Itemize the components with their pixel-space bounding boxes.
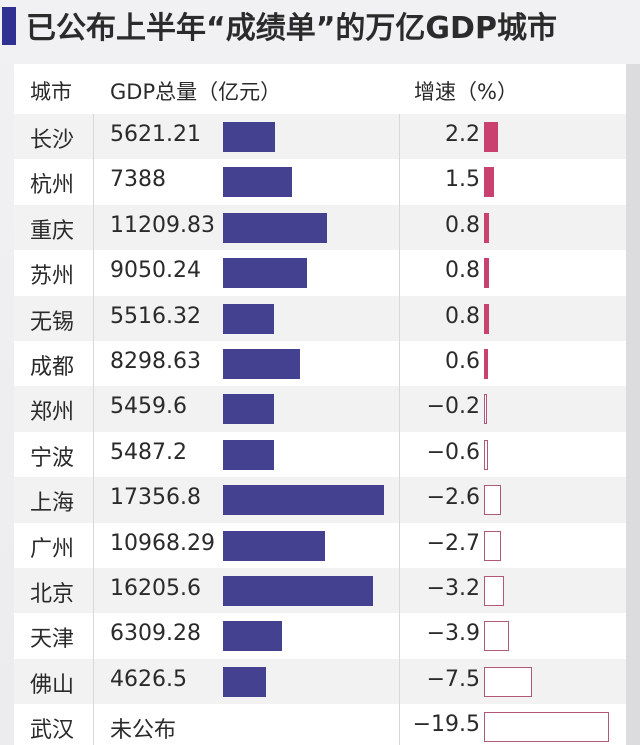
- growth-bar-positive: [484, 258, 490, 289]
- table-row: 成都 8298.63 0.6: [14, 341, 626, 386]
- growth-value: 1.5: [445, 167, 480, 193]
- title-accent-bar: [2, 7, 16, 45]
- city-name: 天津: [30, 627, 75, 653]
- growth-value: 0.8: [445, 212, 480, 238]
- table-row: 北京 16205.6 −3.2: [14, 567, 626, 614]
- growth-value: −3.9: [426, 621, 480, 647]
- gdp-value: 未公布: [110, 718, 177, 744]
- title-bar: 已公布上半年“成绩单”的万亿GDP城市: [0, 0, 640, 50]
- growth-bar-negative: [484, 439, 488, 470]
- table-row: 上海 17356.8 −2.6: [14, 477, 626, 523]
- page-title: 已公布上半年“成绩单”的万亿GDP城市: [26, 11, 557, 46]
- table-row: 郑州 5459.6 −0.2: [14, 386, 626, 432]
- column-divider: [399, 114, 400, 745]
- growth-value: −0.6: [426, 439, 480, 465]
- header-gdp: GDP总量（亿元）: [110, 80, 282, 104]
- table-row: 杭州 7388 1.5: [14, 159, 626, 204]
- city-name: 无锡: [30, 309, 75, 335]
- growth-bar-positive: [484, 303, 490, 334]
- gdp-value: 4626.5: [110, 666, 187, 692]
- city-name: 重庆: [30, 218, 75, 244]
- city-name: 佛山: [30, 672, 75, 698]
- growth-value: 0.8: [445, 258, 480, 284]
- city-name: 苏州: [30, 264, 75, 290]
- city-name: 长沙: [30, 128, 75, 153]
- city-name: 成都: [30, 354, 75, 380]
- table-row: 武汉 未公布 −19.5: [14, 704, 626, 745]
- growth-bar-negative: [484, 712, 609, 743]
- growth-value: −2.6: [426, 485, 480, 511]
- table-body: 长沙 5621.21 2.2 杭州 7388 1.5 重庆 11209.83 0.8 苏州 9050…: [14, 114, 626, 745]
- growth-value: 2.2: [445, 122, 480, 147]
- gdp-bar: [223, 530, 325, 561]
- growth-value: 0.8: [445, 303, 480, 329]
- growth-value: −3.2: [426, 575, 480, 601]
- table-row: 佛山 4626.5 −7.5: [14, 658, 626, 705]
- gdp-bar: [223, 258, 307, 289]
- gdp-value: 9050.24: [110, 258, 201, 284]
- city-name: 杭州: [30, 173, 75, 199]
- table-header: 城市 GDP总量（亿元） 增速（%）: [14, 64, 626, 114]
- table-row: 长沙 5621.21 2.2: [14, 114, 626, 160]
- table-row: 重庆 11209.83 0.8: [14, 204, 626, 251]
- growth-bar-negative: [484, 530, 502, 561]
- growth-bar-negative: [484, 394, 487, 425]
- gdp-bar: [223, 666, 266, 697]
- city-name: 北京: [30, 581, 75, 607]
- growth-bar-negative: [484, 621, 509, 652]
- growth-bar-negative: [484, 666, 532, 697]
- gdp-bar: [223, 303, 275, 334]
- growth-bar-negative: [484, 575, 505, 606]
- table-row: 宁波 5487.2 −0.6: [14, 432, 626, 477]
- gdp-value: 5621.21: [110, 122, 201, 147]
- table-row: 天津 6309.28 −3.9: [14, 613, 626, 658]
- table-row: 无锡 5516.32 0.8: [14, 295, 626, 341]
- city-name: 上海: [30, 491, 75, 517]
- table-row: 广州 10968.29 −2.7: [14, 523, 626, 568]
- gdp-bar: [223, 485, 384, 516]
- page-edge: [626, 64, 640, 745]
- city-name: 宁波: [30, 445, 75, 471]
- city-name: 广州: [30, 536, 75, 562]
- gdp-value: 8298.63: [110, 348, 201, 374]
- gdp-value: 5459.6: [110, 394, 187, 420]
- gdp-bar: [223, 122, 276, 152]
- growth-value: −2.7: [426, 530, 480, 556]
- gdp-bar: [223, 167, 292, 198]
- gdp-value: 7388: [110, 167, 166, 193]
- gdp-value: 5487.2: [110, 439, 187, 465]
- gdp-value: 10968.29: [110, 530, 215, 556]
- gdp-bar: [223, 575, 374, 606]
- gdp-value: 5516.32: [110, 303, 201, 329]
- city-name: 郑州: [30, 400, 75, 426]
- gdp-value: 17356.8: [110, 485, 201, 511]
- city-name: 武汉: [30, 718, 75, 744]
- gdp-bar: [223, 348, 300, 379]
- growth-bar-positive: [484, 348, 488, 379]
- growth-bar-negative: [484, 485, 501, 516]
- gdp-value: 16205.6: [110, 575, 201, 601]
- gdp-value: 6309.28: [110, 621, 201, 647]
- gdp-value: 11209.83: [110, 212, 215, 238]
- growth-bar-positive: [484, 212, 490, 243]
- growth-bar-positive: [484, 167, 494, 198]
- growth-bar-positive: [484, 122, 499, 152]
- gdp-bar: [223, 212, 327, 243]
- growth-value: 0.6: [445, 348, 480, 374]
- column-divider: [93, 114, 94, 745]
- data-table: 城市 GDP总量（亿元） 增速（%） 长沙 5621.21 2.2 杭州 7388 1.5…: [14, 64, 626, 745]
- gdp-bar: [223, 439, 274, 470]
- growth-value: −19.5: [412, 712, 480, 738]
- growth-value: −7.5: [426, 666, 480, 692]
- growth-value: −0.2: [426, 394, 480, 420]
- header-growth: 增速（%）: [414, 80, 518, 104]
- header-city: 城市: [30, 80, 72, 104]
- gdp-bar: [223, 394, 274, 425]
- gdp-bar: [223, 621, 282, 652]
- table-row: 苏州 9050.24 0.8: [14, 250, 626, 295]
